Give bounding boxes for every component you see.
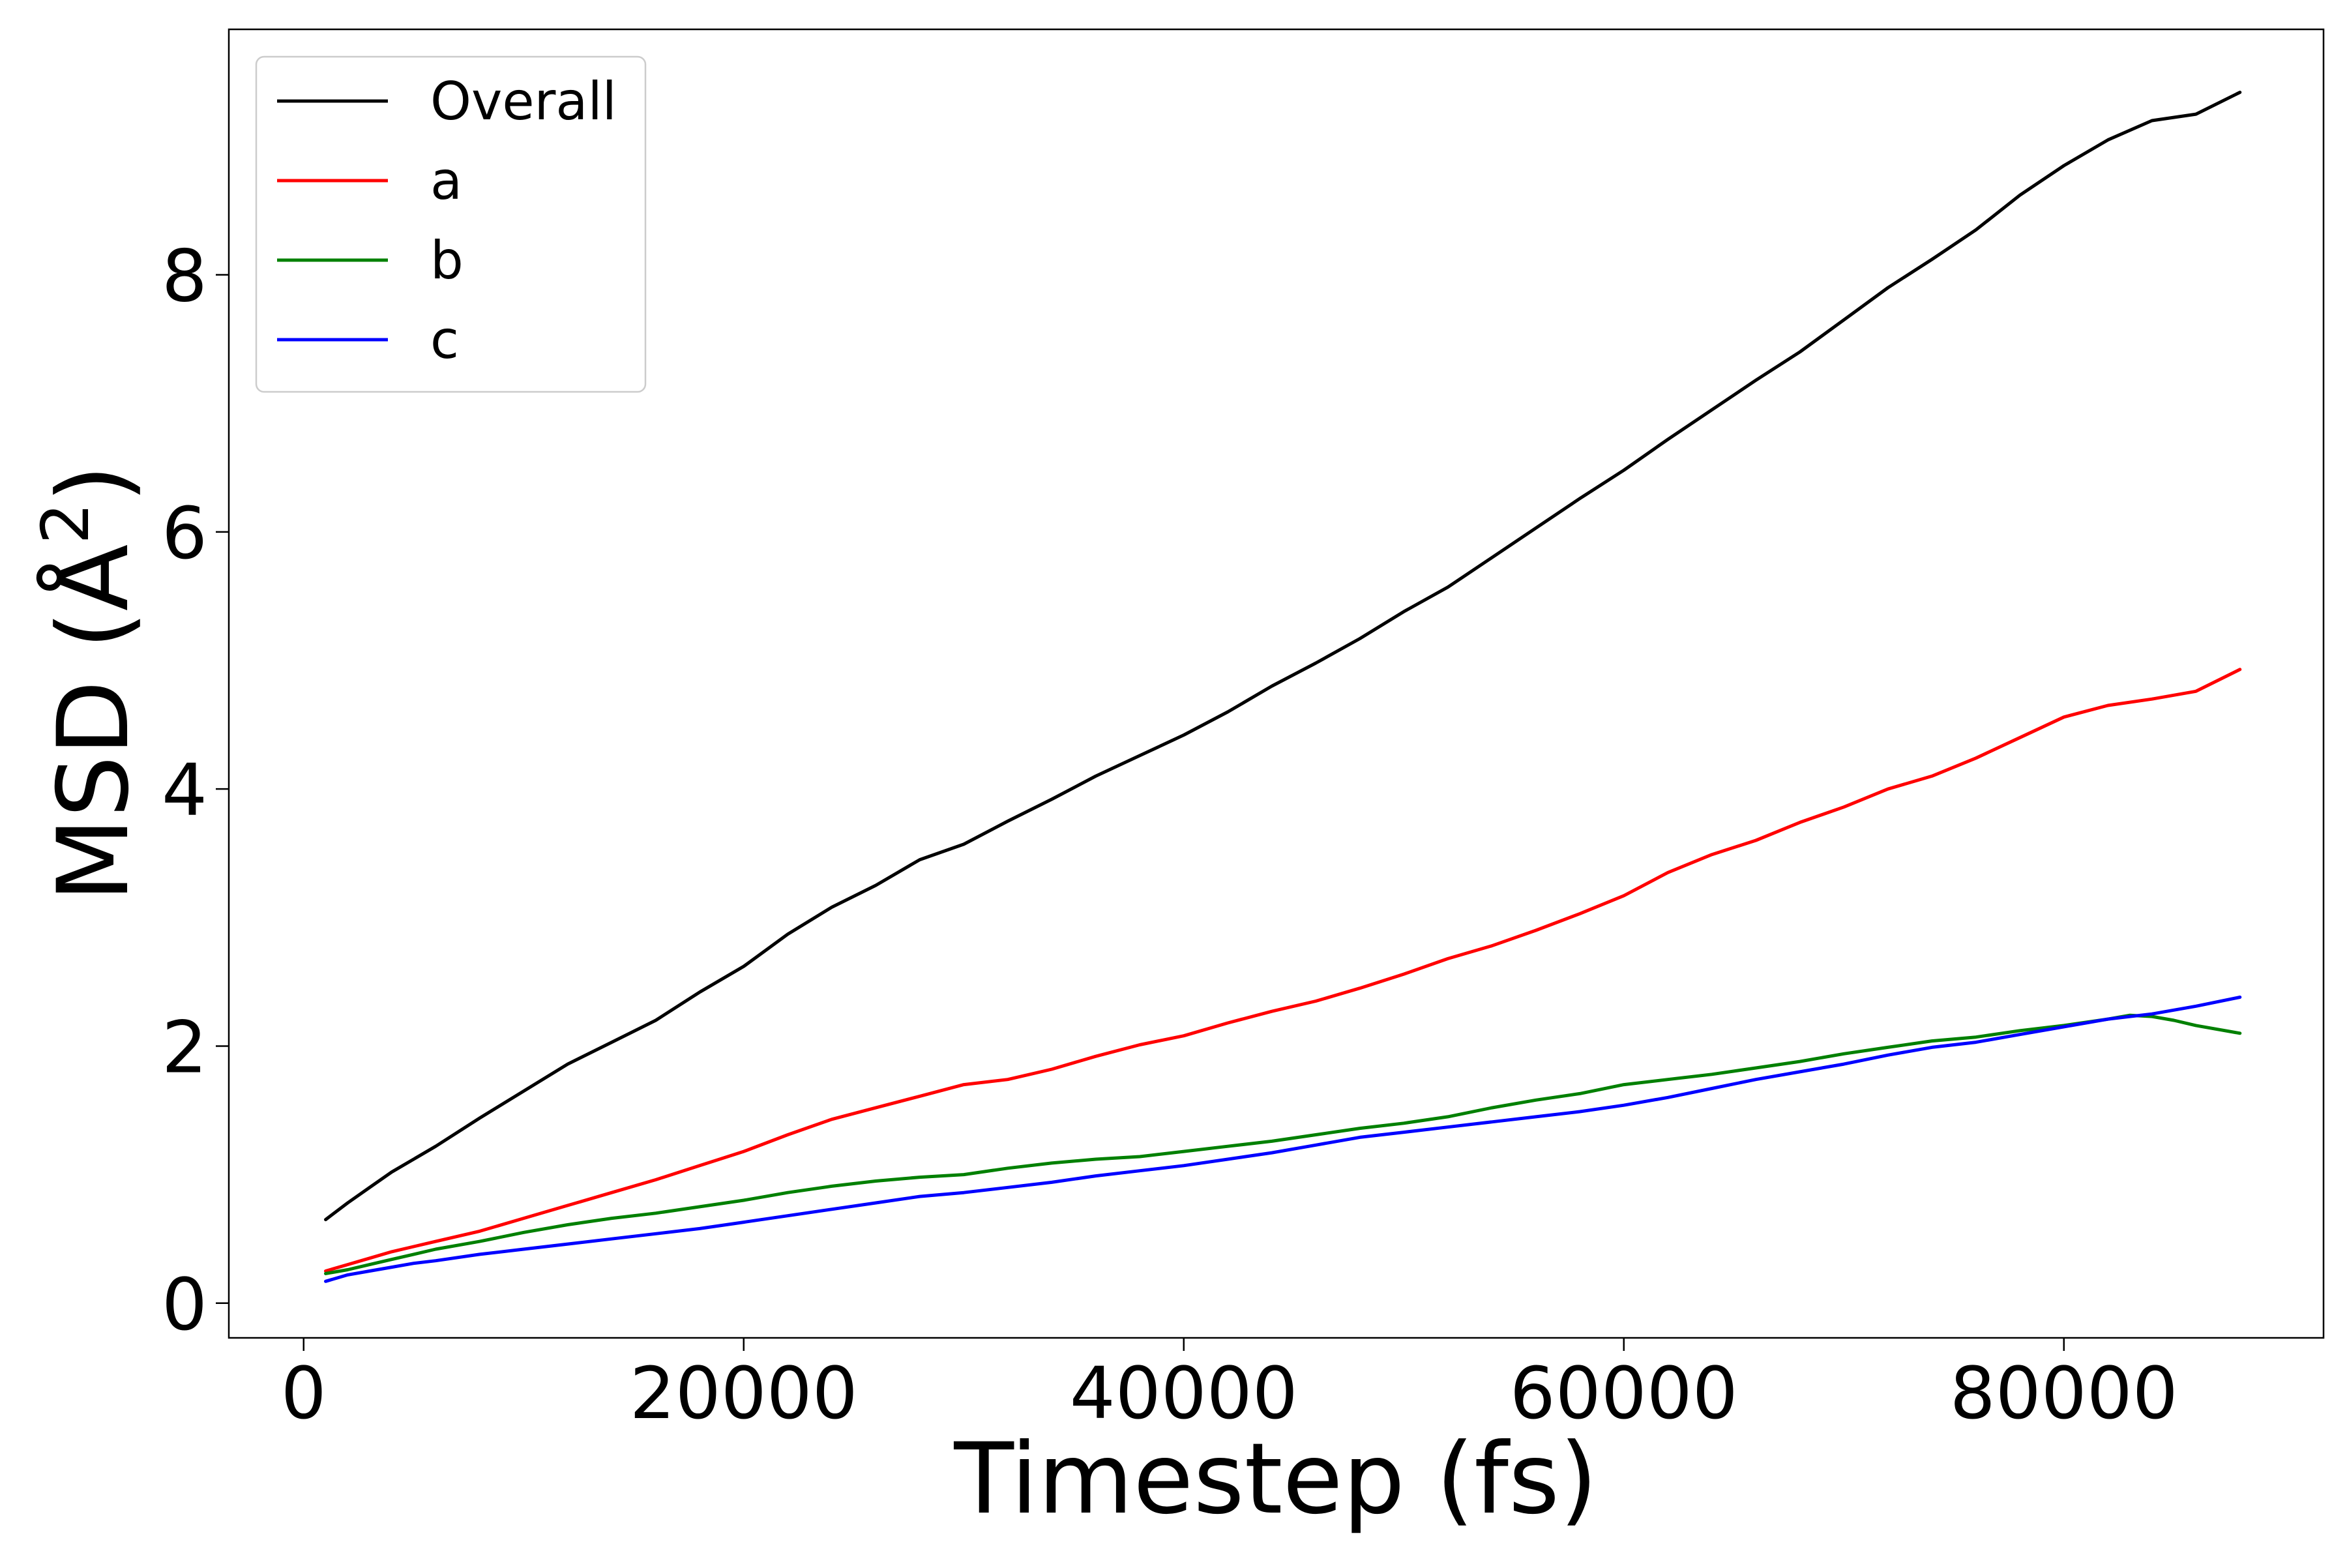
legend-label-c: c — [430, 310, 459, 370]
legend: Overall abc — [255, 55, 647, 393]
series-line-b — [324, 1013, 2242, 1275]
y-tick-label: 2 — [162, 1005, 207, 1089]
legend-label-b: b — [430, 230, 464, 291]
series-line-overall — [324, 91, 2242, 1222]
y-tick-label: 6 — [162, 492, 207, 575]
x-tick-label: 80000 — [1950, 1352, 2178, 1435]
series-line-c — [324, 996, 2242, 1283]
legend-label-overall: Overall — [430, 71, 617, 132]
plot-area-frame — [228, 28, 2325, 1339]
series-line-a — [324, 668, 2242, 1273]
x-tick-label: 40000 — [1070, 1352, 1298, 1435]
y-tick-label: 4 — [162, 748, 207, 832]
legend-frame — [255, 55, 647, 393]
y-tick-label: 8 — [162, 235, 207, 318]
axis-ticks: 0 20000 40000 60000 80000 0 2 4 6 8 — [162, 235, 2178, 1435]
x-tick-label: 0 — [281, 1352, 327, 1435]
x-axis-label: Timestep (fs) — [953, 1423, 1597, 1536]
y-axis-label: MSD (Å2) — [27, 464, 151, 902]
x-tick-label: 20000 — [630, 1352, 858, 1435]
legend-label-a: a — [430, 151, 462, 211]
x-tick-label: 60000 — [1510, 1352, 1738, 1435]
series-layer — [324, 91, 2242, 1283]
y-tick-label: 0 — [162, 1263, 207, 1346]
